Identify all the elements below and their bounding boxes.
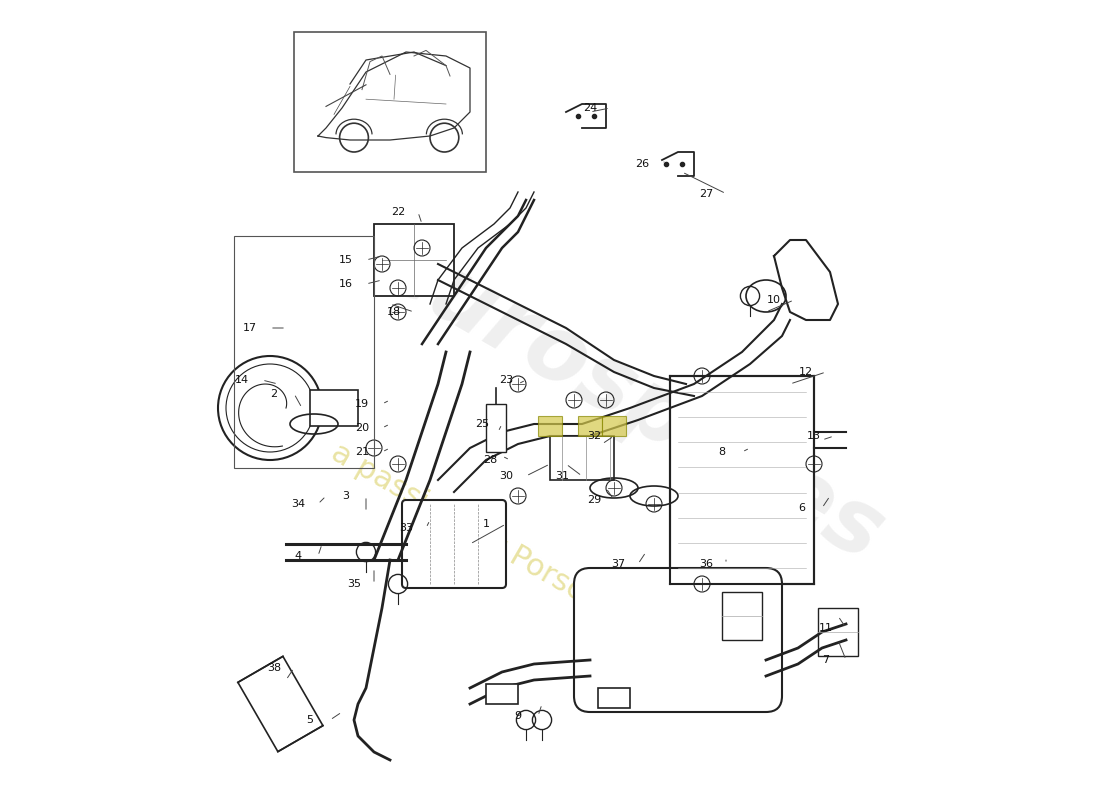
- Text: 38: 38: [267, 663, 282, 673]
- Text: 8: 8: [718, 447, 726, 457]
- Text: 6: 6: [799, 503, 805, 513]
- Text: 30: 30: [499, 471, 513, 481]
- Text: 15: 15: [339, 255, 353, 265]
- Bar: [310, 390, 358, 426]
- Text: 18: 18: [387, 307, 402, 317]
- Text: 10: 10: [767, 295, 781, 305]
- Text: 37: 37: [610, 559, 625, 569]
- Bar: [722, 592, 762, 640]
- FancyBboxPatch shape: [574, 568, 782, 712]
- Text: 4: 4: [295, 551, 301, 561]
- Bar: [550, 436, 614, 480]
- Text: 20: 20: [355, 423, 370, 433]
- Text: 24: 24: [583, 103, 597, 113]
- Text: 1: 1: [483, 519, 490, 529]
- Text: 5: 5: [307, 715, 314, 725]
- Text: 17: 17: [243, 323, 257, 333]
- Text: 11: 11: [820, 623, 833, 633]
- Text: 33: 33: [399, 523, 412, 533]
- Text: 7: 7: [823, 655, 829, 665]
- Text: 16: 16: [339, 279, 353, 289]
- Bar: [234, 236, 374, 468]
- Bar: [818, 608, 858, 656]
- Text: 9: 9: [515, 711, 521, 721]
- Text: 21: 21: [355, 447, 370, 457]
- Text: 31: 31: [556, 471, 569, 481]
- Text: 2: 2: [271, 389, 277, 398]
- FancyBboxPatch shape: [402, 500, 506, 588]
- Polygon shape: [238, 656, 323, 752]
- Bar: [374, 224, 454, 296]
- Bar: [486, 404, 506, 452]
- Bar: [670, 376, 814, 584]
- Text: 32: 32: [587, 431, 601, 441]
- Text: 22: 22: [390, 207, 405, 217]
- Bar: [294, 32, 486, 172]
- Bar: [486, 684, 518, 704]
- Text: a passion for Porsche since 1985: a passion for Porsche since 1985: [326, 438, 774, 714]
- Text: 13: 13: [807, 431, 821, 441]
- Text: 12: 12: [799, 367, 813, 377]
- Text: 25: 25: [475, 419, 490, 429]
- Bar: [578, 416, 602, 436]
- Text: 35: 35: [346, 579, 361, 589]
- Text: 27: 27: [698, 189, 713, 198]
- Text: 29: 29: [587, 495, 601, 505]
- Text: eurospares: eurospares: [361, 219, 899, 581]
- Text: 14: 14: [235, 375, 249, 385]
- Bar: [598, 688, 630, 708]
- Text: 36: 36: [698, 559, 713, 569]
- Text: 19: 19: [355, 399, 370, 409]
- Text: 26: 26: [635, 159, 649, 169]
- Text: 34: 34: [290, 499, 305, 509]
- Text: 28: 28: [483, 455, 497, 465]
- Bar: [602, 416, 626, 436]
- Bar: [538, 416, 562, 436]
- Text: 23: 23: [499, 375, 513, 385]
- Text: 3: 3: [342, 491, 350, 501]
